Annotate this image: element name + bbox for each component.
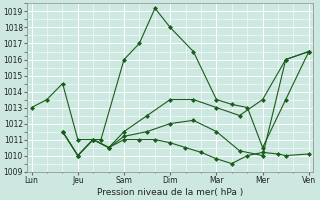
X-axis label: Pression niveau de la mer( hPa ): Pression niveau de la mer( hPa ) bbox=[97, 188, 244, 197]
